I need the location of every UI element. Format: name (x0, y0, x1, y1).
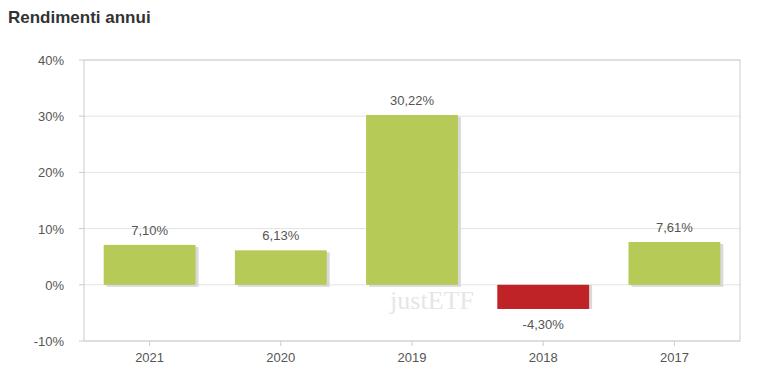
data-label: 7,10% (131, 223, 168, 238)
y-tick-label: -10% (34, 334, 65, 349)
x-tick-label: 2018 (529, 350, 558, 365)
bar (104, 245, 196, 285)
y-tick (79, 284, 84, 285)
y-tick (79, 60, 84, 61)
data-label: 7,61% (656, 220, 693, 235)
data-label: -4,30% (523, 317, 565, 332)
y-tick (79, 228, 84, 229)
x-tick-label: 2020 (266, 350, 295, 365)
bar (235, 250, 327, 284)
y-tick-label: 30% (38, 109, 64, 124)
bar (628, 242, 720, 285)
y-tick-label: 20% (38, 165, 64, 180)
bar (366, 115, 458, 285)
y-tick-label: 10% (38, 222, 64, 237)
chart-title: Rendimenti annui (8, 8, 151, 27)
y-tick-label: 40% (38, 53, 64, 68)
x-tick-label: 2017 (660, 350, 689, 365)
x-tick (543, 341, 544, 346)
data-label: 6,13% (262, 228, 299, 243)
x-tick-label: 2019 (398, 350, 427, 365)
x-tick (674, 341, 675, 346)
plot-frame (84, 60, 740, 341)
bar (497, 285, 589, 309)
x-tick (280, 341, 281, 346)
x-tick (149, 341, 150, 346)
y-tick-label: 0% (45, 278, 64, 293)
x-tick (412, 341, 413, 346)
chart-svg: Rendimenti annui -10% 0% 10% 20% 30% 40% justET… (0, 0, 768, 375)
bars (104, 115, 724, 309)
data-label: 30,22% (390, 93, 435, 108)
y-tick (79, 341, 84, 342)
watermark: justETF (389, 286, 474, 315)
chart-container: Rendimenti annui -10% 0% 10% 20% 30% 40% justET… (0, 0, 768, 375)
grid (79, 60, 740, 341)
x-tick-label: 2021 (135, 350, 164, 365)
y-tick (79, 116, 84, 117)
y-tick (79, 172, 84, 173)
